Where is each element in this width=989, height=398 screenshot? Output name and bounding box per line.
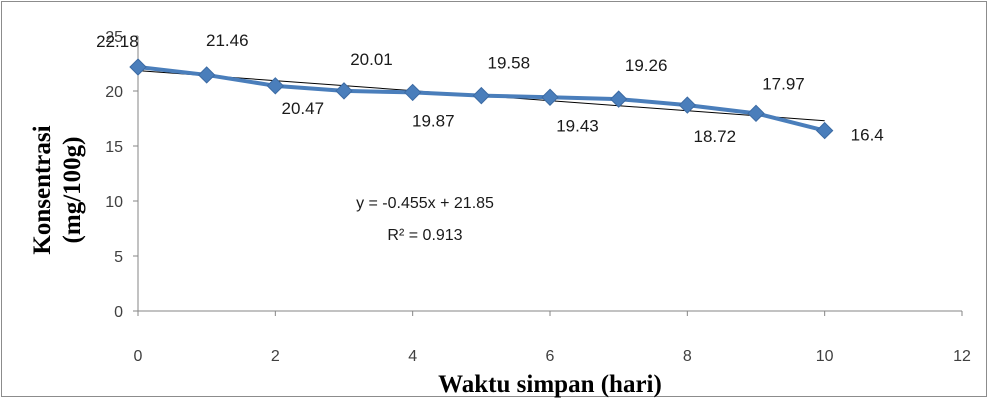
y-axis-title-line-2: (mg/100g) bbox=[59, 137, 86, 244]
y-tick-label: 20 bbox=[105, 84, 123, 101]
tick-labels: 0 5 10 15 20 25 0 2 4 6 8 10 12 bbox=[105, 29, 971, 365]
y-tick-label: 10 bbox=[105, 194, 123, 211]
data-point-marker bbox=[815, 121, 834, 140]
data-point-marker bbox=[335, 82, 353, 100]
data-point-marker bbox=[197, 66, 216, 84]
x-tick-label: 6 bbox=[546, 348, 555, 365]
x-tick-label: 10 bbox=[816, 348, 834, 365]
y-tick-label: 25 bbox=[105, 29, 123, 46]
x-axis-title: Waktu simpan (hari) bbox=[438, 371, 662, 398]
data-label: 19.43 bbox=[556, 116, 599, 135]
data-point-marker bbox=[609, 90, 628, 108]
x-tick-label: 2 bbox=[271, 348, 280, 365]
axes bbox=[133, 35, 963, 316]
data-point-marker bbox=[678, 96, 697, 114]
data-series bbox=[129, 58, 834, 140]
data-label: 20.47 bbox=[282, 99, 325, 118]
data-point-marker bbox=[747, 104, 765, 123]
y-tick-label: 15 bbox=[105, 139, 123, 156]
x-tick-label: 4 bbox=[408, 348, 417, 365]
data-label: 20.01 bbox=[350, 50, 393, 69]
data-label: 21.46 bbox=[206, 31, 249, 50]
trendline-equation: y = -0.455x + 21.85 bbox=[356, 195, 494, 212]
data-point-marker bbox=[403, 83, 422, 102]
data-label: 19.26 bbox=[625, 56, 668, 75]
y-tick-label: 0 bbox=[114, 304, 123, 321]
x-tick-label: 0 bbox=[134, 348, 143, 365]
data-point-marker bbox=[541, 88, 559, 106]
data-point-marker bbox=[472, 86, 491, 105]
data-label: 22.18 bbox=[96, 32, 139, 51]
data-point-marker bbox=[129, 58, 147, 76]
x-tick-label: 8 bbox=[683, 348, 692, 365]
data-label: 18.72 bbox=[694, 127, 737, 146]
data-labels: 22.18 21.46 20.47 20.01 19.87 19.58 19.43 19.26… bbox=[96, 31, 884, 146]
data-label: 17.97 bbox=[762, 74, 805, 93]
data-label: 19.87 bbox=[412, 111, 455, 130]
trendline-r-squared: R² = 0.913 bbox=[387, 227, 462, 244]
data-point-marker bbox=[266, 77, 285, 95]
data-label: 19.58 bbox=[488, 54, 531, 73]
y-tick-label: 5 bbox=[114, 249, 123, 266]
x-tick-label: 12 bbox=[953, 348, 971, 365]
data-label: 16.4 bbox=[851, 126, 884, 145]
y-axis-title-line-1: Konsentrasi bbox=[29, 125, 56, 254]
